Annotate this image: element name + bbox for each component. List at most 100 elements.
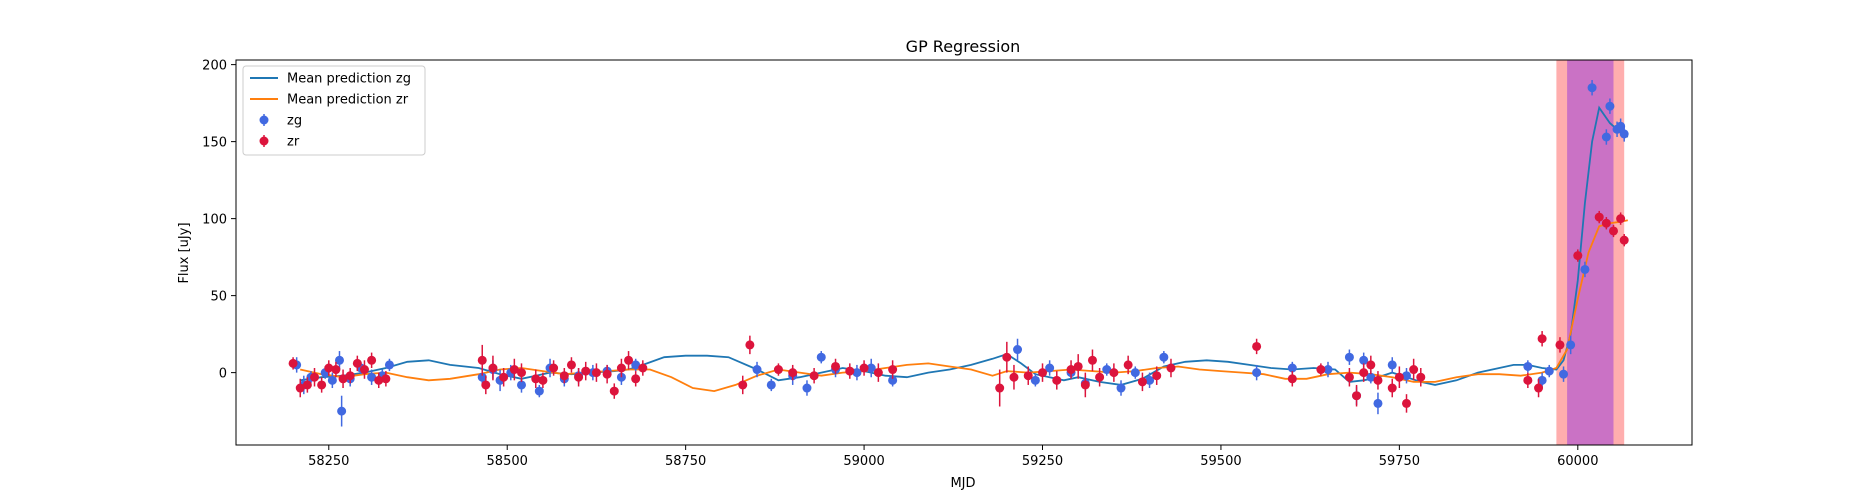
data-point (481, 380, 491, 390)
data-point (1359, 368, 1369, 378)
x-tick-label: 58750 (665, 454, 706, 469)
data-point (1387, 360, 1397, 370)
data-point (1601, 132, 1611, 142)
x-tick-label: 60000 (1557, 454, 1598, 469)
data-point (1366, 360, 1376, 370)
data-point (1559, 369, 1569, 379)
data-point (1073, 361, 1083, 371)
data-point (1359, 355, 1369, 365)
data-point (581, 366, 591, 376)
data-point (766, 380, 776, 390)
legend-label-mean-prediction-zr: Mean prediction zr (287, 93, 409, 108)
data-point (499, 372, 509, 382)
data-point (831, 361, 841, 371)
data-point (1580, 264, 1590, 274)
data-point (1619, 235, 1629, 245)
x-tick-label: 59750 (1379, 454, 1420, 469)
data-point (888, 365, 898, 375)
data-point (1045, 363, 1055, 373)
data-point (534, 386, 544, 396)
data-point (852, 368, 862, 378)
data-point (1087, 355, 1097, 365)
data-point (1373, 398, 1383, 408)
data-point (1616, 214, 1626, 224)
data-point (1009, 372, 1019, 382)
data-point (381, 374, 391, 384)
data-point (888, 375, 898, 385)
data-point (317, 380, 327, 390)
data-point (802, 383, 812, 393)
axes-frame (235, 59, 1693, 446)
legend-label-zr: zr (287, 135, 300, 150)
data-point (1619, 129, 1629, 139)
data-point (367, 355, 377, 365)
data-point (352, 358, 362, 368)
y-tick-label: 100 (202, 213, 227, 228)
data-point (516, 368, 526, 378)
data-point (1080, 380, 1090, 390)
x-tick-label: 58250 (308, 454, 349, 469)
data-point (1130, 368, 1140, 378)
data-point (816, 352, 826, 362)
data-point (1344, 372, 1354, 382)
data-point (302, 380, 312, 390)
data-point (1573, 251, 1583, 261)
data-point (1344, 352, 1354, 362)
data-point (1166, 363, 1176, 373)
data-point (738, 380, 748, 390)
data-point (1323, 365, 1333, 375)
data-point (310, 372, 320, 382)
data-point (1116, 383, 1126, 393)
data-point (745, 340, 755, 350)
series-points-zr (288, 210, 1629, 413)
data-point (509, 365, 519, 375)
data-point (374, 375, 384, 385)
data-point (1605, 101, 1615, 111)
data-point (1030, 375, 1040, 385)
data-point (1373, 375, 1383, 385)
data-point (1137, 377, 1147, 387)
data-point (288, 358, 298, 368)
legend: Mean prediction zg Mean prediction zr zg zr (242, 65, 426, 156)
data-point (1145, 375, 1155, 385)
data-point (1523, 375, 1533, 385)
data-point (1252, 368, 1262, 378)
data-point (809, 371, 819, 381)
data-point (1394, 372, 1404, 382)
data-point (1287, 374, 1297, 384)
data-point (1566, 340, 1576, 350)
data-point (295, 383, 305, 393)
data-point (1252, 341, 1262, 351)
data-point (616, 363, 626, 373)
data-point (538, 375, 548, 385)
data-point (859, 363, 869, 373)
data-point (845, 366, 855, 376)
data-point (488, 363, 498, 373)
y-tick-label: 50 (210, 290, 227, 305)
data-point (1402, 371, 1412, 381)
data-point (602, 369, 612, 379)
series-line-mean-prediction-zg (300, 105, 1629, 386)
data-point (1587, 83, 1597, 93)
x-tick-label: 58500 (487, 454, 528, 469)
data-point (1416, 372, 1426, 382)
x-tick-label: 59250 (1022, 454, 1063, 469)
data-point (359, 365, 369, 375)
data-point (638, 363, 648, 373)
data-point (1038, 368, 1048, 378)
data-point (345, 371, 355, 381)
data-point (331, 365, 341, 375)
data-point (574, 372, 584, 382)
data-point (477, 372, 487, 382)
data-point (566, 360, 576, 370)
data-point (1537, 334, 1547, 344)
data-point (1402, 398, 1412, 408)
data-point (1002, 352, 1012, 362)
data-point (334, 355, 344, 365)
data-point (1352, 391, 1362, 401)
y-tick-label: 200 (202, 59, 227, 74)
legend-label-mean-prediction-zg: Mean prediction zg (287, 72, 411, 87)
data-point (1555, 340, 1565, 350)
x-tick-label: 59000 (843, 454, 884, 469)
